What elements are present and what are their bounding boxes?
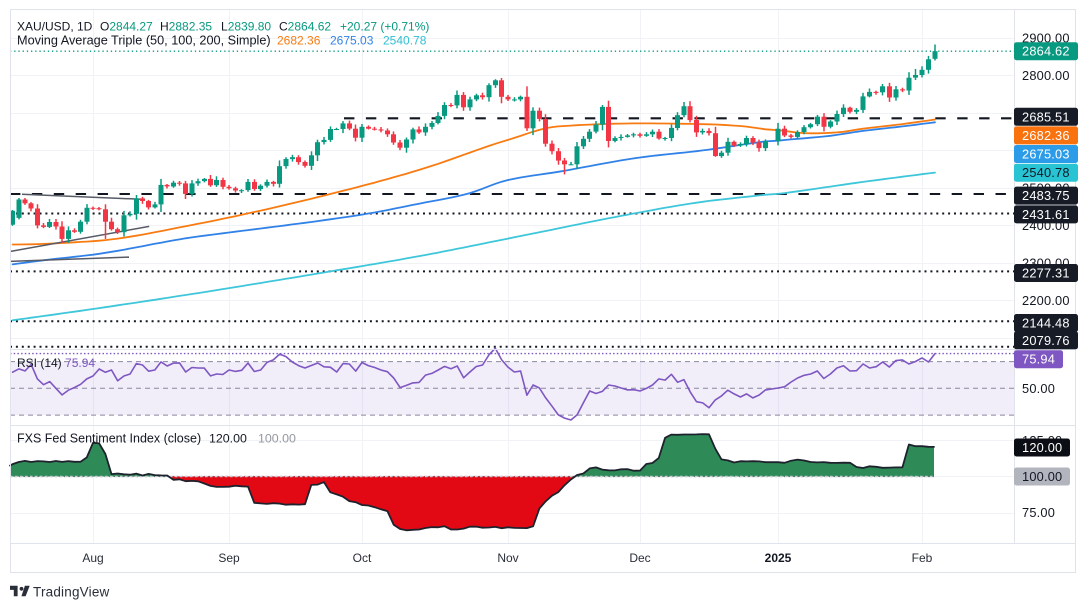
svg-text:50.00: 50.00 (1022, 381, 1055, 396)
svg-text:2025: 2025 (765, 551, 792, 565)
svg-text:75.94: 75.94 (1022, 352, 1055, 367)
svg-text:+20.27 (+0.71%): +20.27 (+0.71%) (340, 20, 429, 34)
svg-text:120.00: 120.00 (1022, 440, 1062, 455)
svg-text:100.00: 100.00 (258, 432, 296, 446)
svg-text:L2839.80: L2839.80 (221, 20, 271, 34)
svg-text:TradingView: TradingView (33, 585, 110, 600)
svg-text:75.00: 75.00 (1022, 505, 1055, 520)
svg-text:2483.75: 2483.75 (1022, 188, 1070, 203)
svg-text:2900.00: 2900.00 (1022, 30, 1070, 45)
svg-text:2540.78: 2540.78 (1022, 165, 1070, 180)
svg-text:2682.36: 2682.36 (277, 34, 321, 48)
svg-text:RSI (14) 75.94: RSI (14) 75.94 (17, 356, 95, 370)
svg-text:2431.61: 2431.61 (1022, 207, 1070, 222)
svg-text:Aug: Aug (82, 551, 103, 565)
svg-text:2800.00: 2800.00 (1022, 68, 1070, 83)
svg-text:Moving Average Triple (50, 100: Moving Average Triple (50, 100, 200, Sim… (17, 34, 271, 48)
svg-text:2540.78: 2540.78 (383, 34, 427, 48)
svg-text:120.00: 120.00 (209, 432, 247, 446)
svg-text:2675.03: 2675.03 (330, 34, 374, 48)
svg-text:O2844.27: O2844.27 (100, 20, 153, 34)
svg-text:100.00: 100.00 (1022, 469, 1062, 484)
svg-text:2277.31: 2277.31 (1022, 266, 1070, 281)
svg-text:2144.48: 2144.48 (1022, 316, 1070, 331)
svg-text:XAU/USD, 1D: XAU/USD, 1D (17, 20, 93, 34)
svg-text:2864.62: 2864.62 (1022, 44, 1070, 59)
svg-text:Sep: Sep (218, 551, 240, 565)
svg-text:Dec: Dec (629, 551, 650, 565)
svg-text:Feb: Feb (912, 551, 933, 565)
svg-text:FXS Fed Sentiment Index (close: FXS Fed Sentiment Index (close) (17, 432, 201, 446)
svg-text:2079.76: 2079.76 (1022, 333, 1070, 348)
svg-text:2685.51: 2685.51 (1022, 109, 1070, 124)
svg-text:2200.00: 2200.00 (1022, 293, 1070, 308)
svg-text:Oct: Oct (353, 551, 372, 565)
svg-text:2682.36: 2682.36 (1022, 128, 1070, 143)
svg-text:2675.03: 2675.03 (1022, 147, 1070, 162)
svg-text:C2864.62: C2864.62 (279, 20, 331, 34)
svg-text:Nov: Nov (497, 551, 518, 565)
svg-text:H2882.35: H2882.35 (160, 20, 212, 34)
